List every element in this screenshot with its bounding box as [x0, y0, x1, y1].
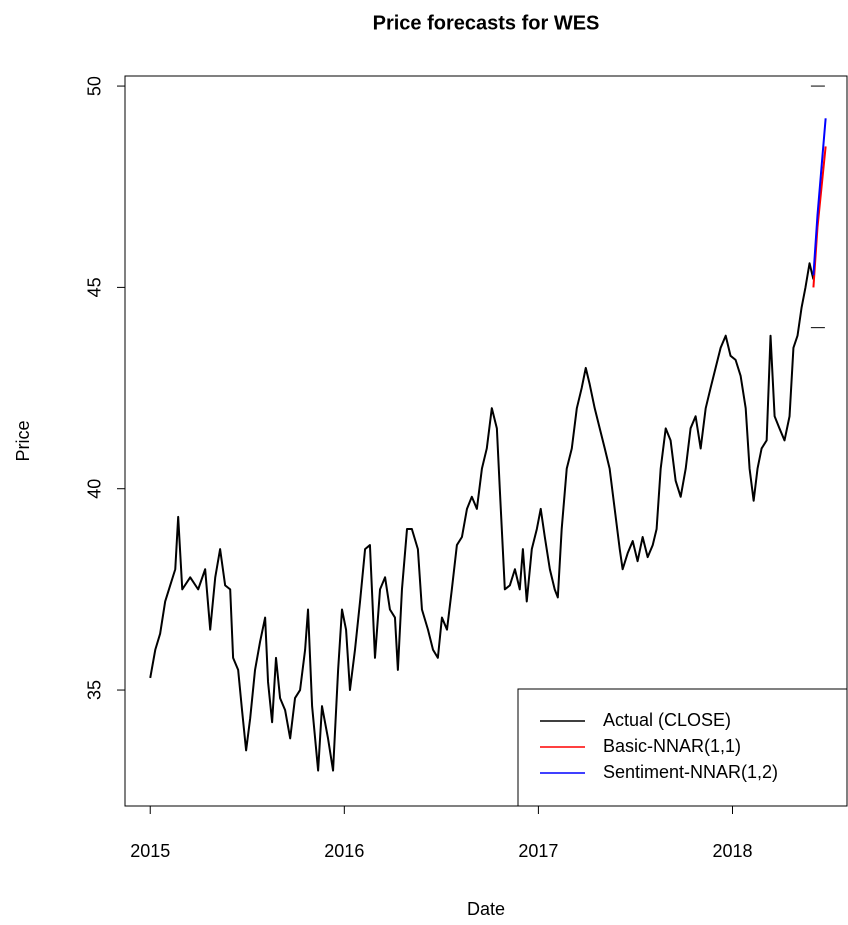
x-tick-label: 2015: [130, 841, 170, 861]
plot-frame: [124, 75, 848, 807]
y-tick-label: 45: [85, 277, 105, 297]
legend-label: Sentiment-NNAR(1,2): [603, 762, 778, 782]
x-tick-label: 2018: [712, 841, 752, 861]
x-tick-label: 2016: [324, 841, 364, 861]
series-line: [812, 146, 827, 288]
x-tick-label: 2017: [518, 841, 558, 861]
y-tick-label: 50: [85, 76, 105, 96]
series-line: [812, 118, 827, 276]
y-axis-label: Price: [13, 420, 33, 461]
y-tick-label: 35: [85, 680, 105, 700]
x-axis-label: Date: [467, 899, 505, 919]
legend-label: Actual (CLOSE): [603, 710, 731, 730]
legend-label: Basic-NNAR(1,1): [603, 736, 741, 756]
series-line: [149, 262, 815, 772]
chart-title: Price forecasts for WES: [373, 12, 600, 34]
y-tick-label: 40: [85, 479, 105, 499]
